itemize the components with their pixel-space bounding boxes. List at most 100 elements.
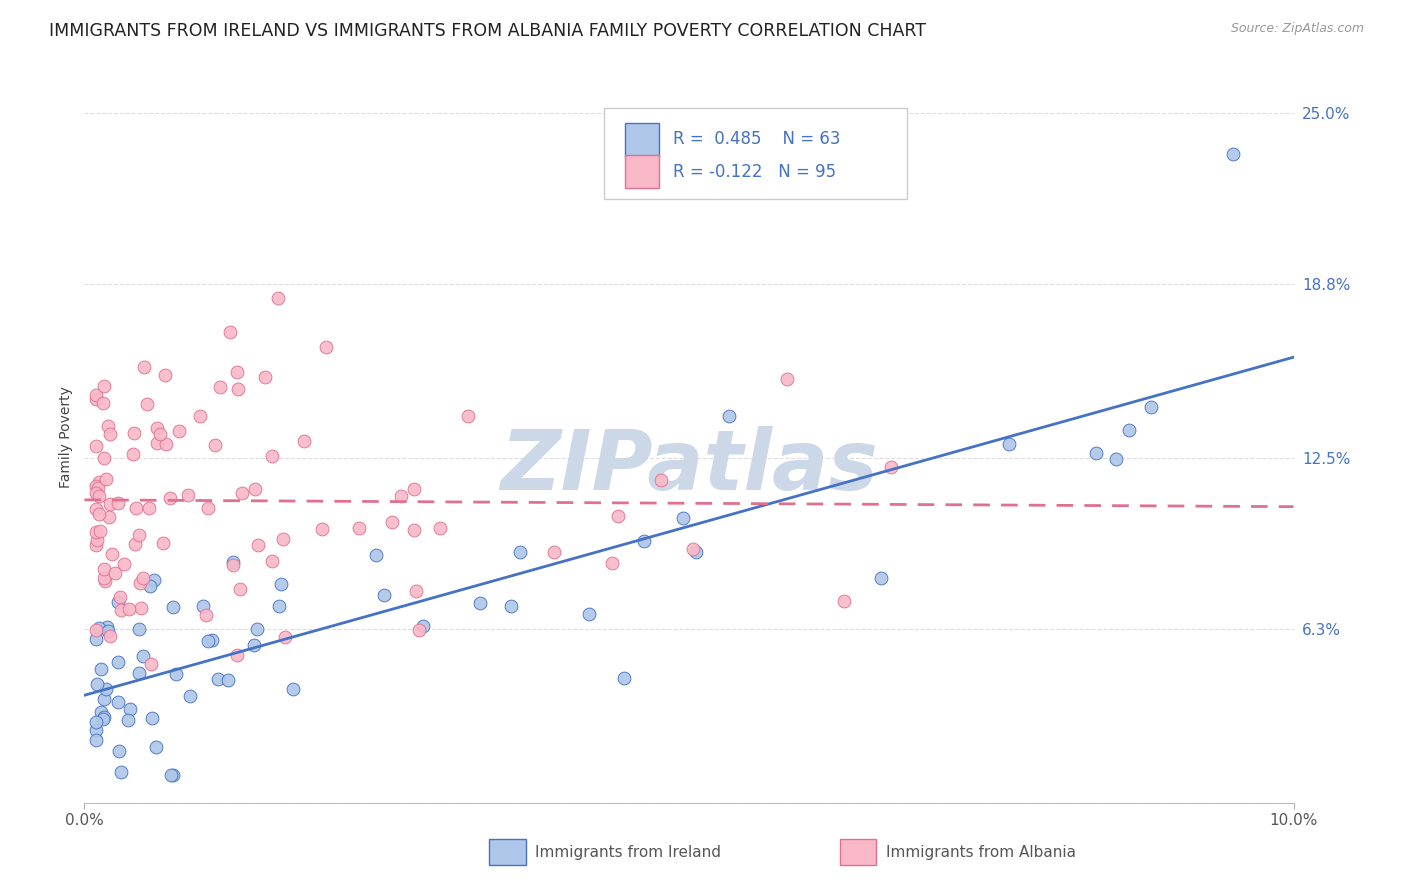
Point (246, 622, 269, 636)
Point (195, 607, 218, 622)
Bar (624, 123, 659, 156)
Point (509, 545, 531, 559)
Point (118, 601, 141, 615)
Text: R =  0.485    N = 63: R = 0.485 N = 63 (673, 130, 841, 148)
Point (101, 547, 124, 561)
FancyBboxPatch shape (605, 108, 907, 200)
Point (273, 532, 295, 546)
Point (457, 409, 479, 423)
Point (86, 723, 108, 738)
Point (143, 573, 166, 587)
Point (93, 378, 115, 392)
Point (93, 571, 115, 585)
Point (412, 619, 434, 633)
Point (613, 671, 636, 685)
Point (89, 524, 111, 538)
Point (146, 421, 169, 435)
Point (672, 510, 695, 524)
Point (94, 472, 117, 486)
Point (124, 537, 146, 551)
Point (204, 438, 226, 452)
Point (91, 396, 114, 410)
Point (129, 576, 152, 591)
Point (998, 437, 1021, 451)
Text: ZIPatlas: ZIPatlas (501, 425, 877, 507)
Point (404, 482, 426, 496)
Point (93, 562, 115, 576)
Point (125, 501, 148, 516)
Point (94, 682, 117, 697)
Point (1139, 400, 1161, 414)
Point (1118, 423, 1140, 437)
Point (117, 714, 139, 728)
Point (86, 387, 108, 401)
Point (86, 479, 108, 493)
Point (93, 691, 115, 706)
Bar (624, 155, 659, 188)
Point (229, 582, 252, 597)
Point (86, 677, 108, 691)
Point (222, 555, 245, 569)
Point (273, 630, 295, 644)
Point (107, 695, 129, 709)
Point (225, 648, 247, 662)
Point (217, 673, 239, 688)
Point (197, 501, 219, 516)
Point (292, 434, 315, 449)
Bar (841, 839, 876, 865)
Point (107, 595, 129, 609)
Point (578, 607, 600, 622)
Point (311, 523, 333, 537)
Point (1105, 451, 1128, 466)
Point (86, 524, 108, 539)
Point (148, 427, 170, 442)
Point (87, 507, 110, 521)
Y-axis label: Family Poverty: Family Poverty (59, 386, 73, 488)
Point (682, 541, 704, 556)
Point (218, 325, 240, 339)
Point (315, 340, 337, 354)
Point (87, 489, 110, 503)
Point (86, 501, 108, 516)
Point (404, 523, 426, 537)
Point (243, 638, 266, 652)
Point (179, 690, 201, 704)
Point (685, 545, 707, 559)
Point (177, 488, 200, 502)
Point (132, 571, 155, 585)
Point (139, 657, 162, 672)
Point (90, 662, 112, 676)
Point (135, 397, 157, 411)
Point (86, 439, 108, 453)
Point (98, 629, 121, 643)
Point (267, 599, 290, 614)
Point (633, 534, 655, 549)
Point (254, 369, 277, 384)
Point (93, 709, 115, 723)
Point (231, 485, 253, 500)
Point (86, 632, 108, 647)
Point (128, 623, 150, 637)
Point (880, 459, 903, 474)
Point (86, 538, 108, 552)
Point (159, 491, 181, 505)
Point (262, 449, 284, 463)
Point (141, 711, 163, 725)
Point (86, 392, 108, 406)
Point (107, 496, 129, 510)
Point (162, 600, 184, 615)
Point (139, 579, 162, 593)
Point (138, 501, 160, 516)
Point (270, 577, 292, 591)
Point (197, 634, 219, 648)
Point (543, 545, 565, 559)
Point (131, 601, 153, 615)
Point (112, 558, 135, 572)
Point (93, 450, 115, 465)
Point (128, 528, 150, 542)
Point (347, 521, 370, 535)
Point (501, 599, 523, 613)
Point (104, 566, 127, 581)
Point (1085, 445, 1108, 459)
Point (91, 712, 114, 726)
